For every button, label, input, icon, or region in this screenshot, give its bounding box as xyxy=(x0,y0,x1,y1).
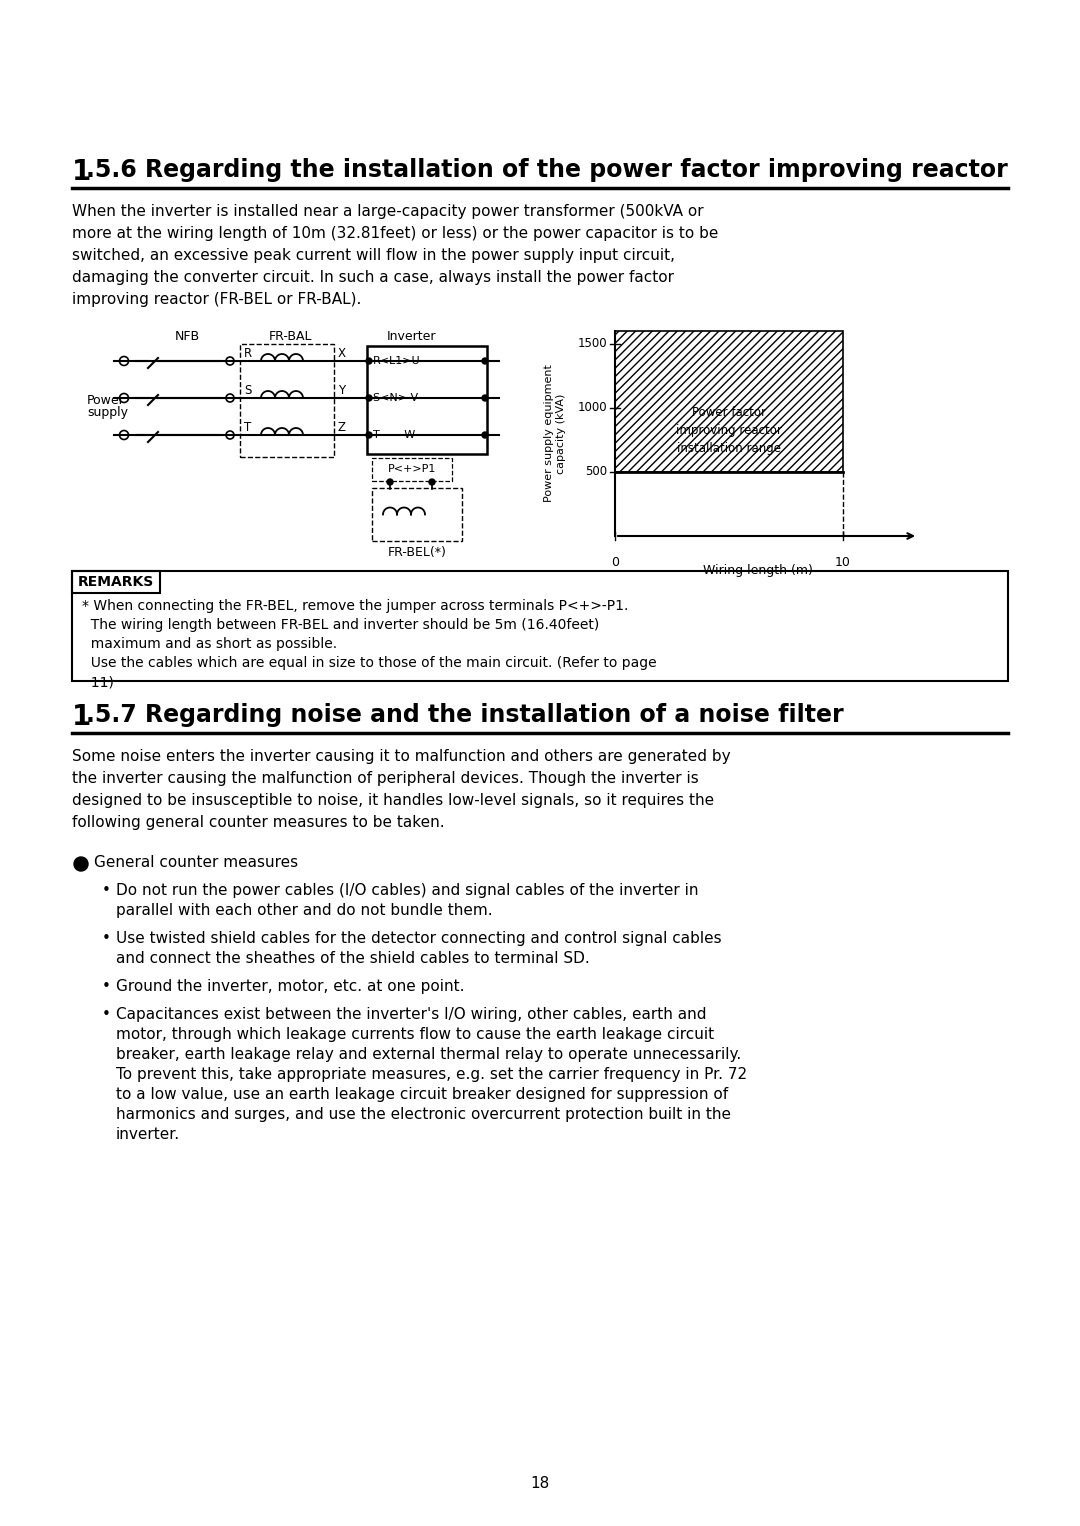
Text: T       W: T W xyxy=(373,430,415,439)
Text: parallel with each other and do not bundle them.: parallel with each other and do not bund… xyxy=(116,903,492,919)
Text: General counter measures: General counter measures xyxy=(94,855,298,870)
Text: S: S xyxy=(244,385,252,397)
Text: harmonics and surges, and use the electronic overcurrent protection built in the: harmonics and surges, and use the electr… xyxy=(116,1106,731,1122)
Circle shape xyxy=(482,395,488,401)
Bar xyxy=(372,458,453,481)
Text: switched, an excessive peak current will flow in the power supply input circuit,: switched, an excessive peak current will… xyxy=(72,249,675,262)
Text: supply: supply xyxy=(87,406,129,420)
Text: •: • xyxy=(102,1007,111,1022)
Text: Power: Power xyxy=(87,394,125,407)
Text: breaker, earth leakage relay and external thermal relay to operate unnecessarily: breaker, earth leakage relay and externa… xyxy=(116,1047,741,1062)
Text: 18: 18 xyxy=(530,1476,550,1491)
Text: FR-BEL(*): FR-BEL(*) xyxy=(388,546,446,559)
Text: R<L1>U: R<L1>U xyxy=(373,356,420,366)
Text: the inverter causing the malfunction of peripheral devices. Though the inverter : the inverter causing the malfunction of … xyxy=(72,771,699,786)
Circle shape xyxy=(387,479,393,485)
Circle shape xyxy=(366,359,372,365)
Text: maximum and as short as possible.: maximum and as short as possible. xyxy=(82,636,337,652)
Text: to a low value, use an earth leakage circuit breaker designed for suppression of: to a low value, use an earth leakage cir… xyxy=(116,1087,728,1102)
Circle shape xyxy=(366,395,372,401)
Text: To prevent this, take appropriate measures, e.g. set the carrier frequency in Pr: To prevent this, take appropriate measur… xyxy=(116,1067,747,1082)
Text: S<N> V: S<N> V xyxy=(373,394,418,403)
Text: •: • xyxy=(102,931,111,946)
Text: FR-BAL: FR-BAL xyxy=(268,330,312,343)
Text: * When connecting the FR-BEL, remove the jumper across terminals P<+>-P1.: * When connecting the FR-BEL, remove the… xyxy=(82,600,629,613)
Text: Do not run the power cables (I/O cables) and signal cables of the inverter in: Do not run the power cables (I/O cables)… xyxy=(116,884,699,897)
Text: 1: 1 xyxy=(72,703,91,731)
Text: 0: 0 xyxy=(611,555,619,569)
Text: Use twisted shield cables for the detector connecting and control signal cables: Use twisted shield cables for the detect… xyxy=(116,931,721,946)
Bar xyxy=(72,571,160,594)
Text: When the inverter is installed near a large-capacity power transformer (500kVA o: When the inverter is installed near a la… xyxy=(72,204,704,220)
Text: The wiring length between FR-BEL and inverter should be 5m (16.40feet): The wiring length between FR-BEL and inv… xyxy=(82,618,599,632)
Text: following general counter measures to be taken.: following general counter measures to be… xyxy=(72,815,445,830)
Bar xyxy=(240,343,334,456)
Text: REMARKS: REMARKS xyxy=(78,575,154,589)
Text: designed to be insusceptible to noise, it handles low-level signals, so it requi: designed to be insusceptible to noise, i… xyxy=(72,794,714,807)
Text: 11): 11) xyxy=(82,674,113,690)
Text: more at the wiring length of 10m (32.81feet) or less) or the power capacitor is : more at the wiring length of 10m (32.81f… xyxy=(72,226,718,241)
Text: improving reactor (FR-BEL or FR-BAL).: improving reactor (FR-BEL or FR-BAL). xyxy=(72,291,362,307)
Circle shape xyxy=(482,432,488,438)
Text: Ground the inverter, motor, etc. at one point.: Ground the inverter, motor, etc. at one … xyxy=(116,980,464,993)
Text: 10: 10 xyxy=(835,555,851,569)
Text: Some noise enters the inverter causing it to malfunction and others are generate: Some noise enters the inverter causing i… xyxy=(72,749,731,765)
Text: 1: 1 xyxy=(72,159,91,186)
Text: T: T xyxy=(244,421,252,433)
Text: Capacitances exist between the inverter's I/O wiring, other cables, earth and: Capacitances exist between the inverter'… xyxy=(116,1007,706,1022)
Text: 1000: 1000 xyxy=(578,401,607,415)
Text: Inverter: Inverter xyxy=(388,330,436,343)
Text: 1500: 1500 xyxy=(578,337,607,351)
Text: Z: Z xyxy=(338,421,346,433)
Text: and connect the sheathes of the shield cables to terminal SD.: and connect the sheathes of the shield c… xyxy=(116,951,590,966)
Circle shape xyxy=(75,858,87,871)
Text: R: R xyxy=(244,346,252,360)
Text: .5.7 Regarding noise and the installation of a noise filter: .5.7 Regarding noise and the installatio… xyxy=(86,703,843,726)
Bar xyxy=(367,346,487,455)
Circle shape xyxy=(429,479,435,485)
Text: Power factor
improving reactor
installation range: Power factor improving reactor installat… xyxy=(676,406,782,455)
Text: Power supply equipment
capacity (kVA): Power supply equipment capacity (kVA) xyxy=(544,365,566,502)
Text: Wiring length (m): Wiring length (m) xyxy=(703,565,812,577)
Circle shape xyxy=(366,432,372,438)
Bar xyxy=(615,331,843,472)
Text: 500: 500 xyxy=(585,465,607,479)
Text: inverter.: inverter. xyxy=(116,1128,180,1141)
Text: .5.6 Regarding the installation of the power factor improving reactor: .5.6 Regarding the installation of the p… xyxy=(86,159,1008,182)
Text: NFB: NFB xyxy=(175,330,200,343)
Text: motor, through which leakage currents flow to cause the earth leakage circuit: motor, through which leakage currents fl… xyxy=(116,1027,714,1042)
Bar xyxy=(372,488,462,542)
Text: Use the cables which are equal in size to those of the main circuit. (Refer to p: Use the cables which are equal in size t… xyxy=(82,656,657,670)
Text: X: X xyxy=(338,346,346,360)
Text: damaging the converter circuit. In such a case, always install the power factor: damaging the converter circuit. In such … xyxy=(72,270,674,285)
Text: •: • xyxy=(102,884,111,897)
Bar xyxy=(72,571,1008,681)
Circle shape xyxy=(482,359,488,365)
Text: P<+>P1: P<+>P1 xyxy=(388,464,436,475)
Text: Y: Y xyxy=(338,385,346,397)
Text: •: • xyxy=(102,980,111,993)
